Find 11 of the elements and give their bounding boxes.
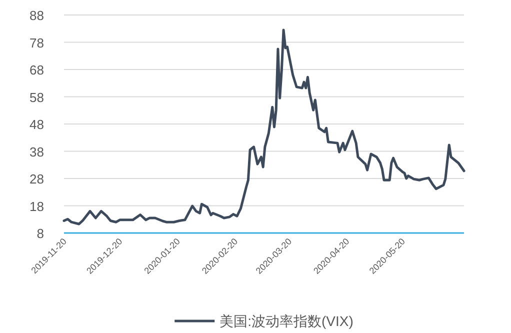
y-tick-label: 88 — [30, 8, 44, 23]
y-tick-label: 68 — [30, 62, 44, 78]
y-tick-label: 78 — [30, 35, 44, 50]
y-tick-label: 38 — [30, 144, 44, 160]
line-series — [62, 28, 466, 226]
y-tick-label: 28 — [30, 172, 44, 186]
y-tick-label: 18 — [30, 198, 44, 214]
legend-label: 美国:波动率指数(VIX) — [220, 313, 354, 329]
y-tick-label: 48 — [30, 117, 44, 132]
y-tick-label: 8 — [36, 226, 44, 241]
y-tick-label: 58 — [30, 90, 44, 105]
